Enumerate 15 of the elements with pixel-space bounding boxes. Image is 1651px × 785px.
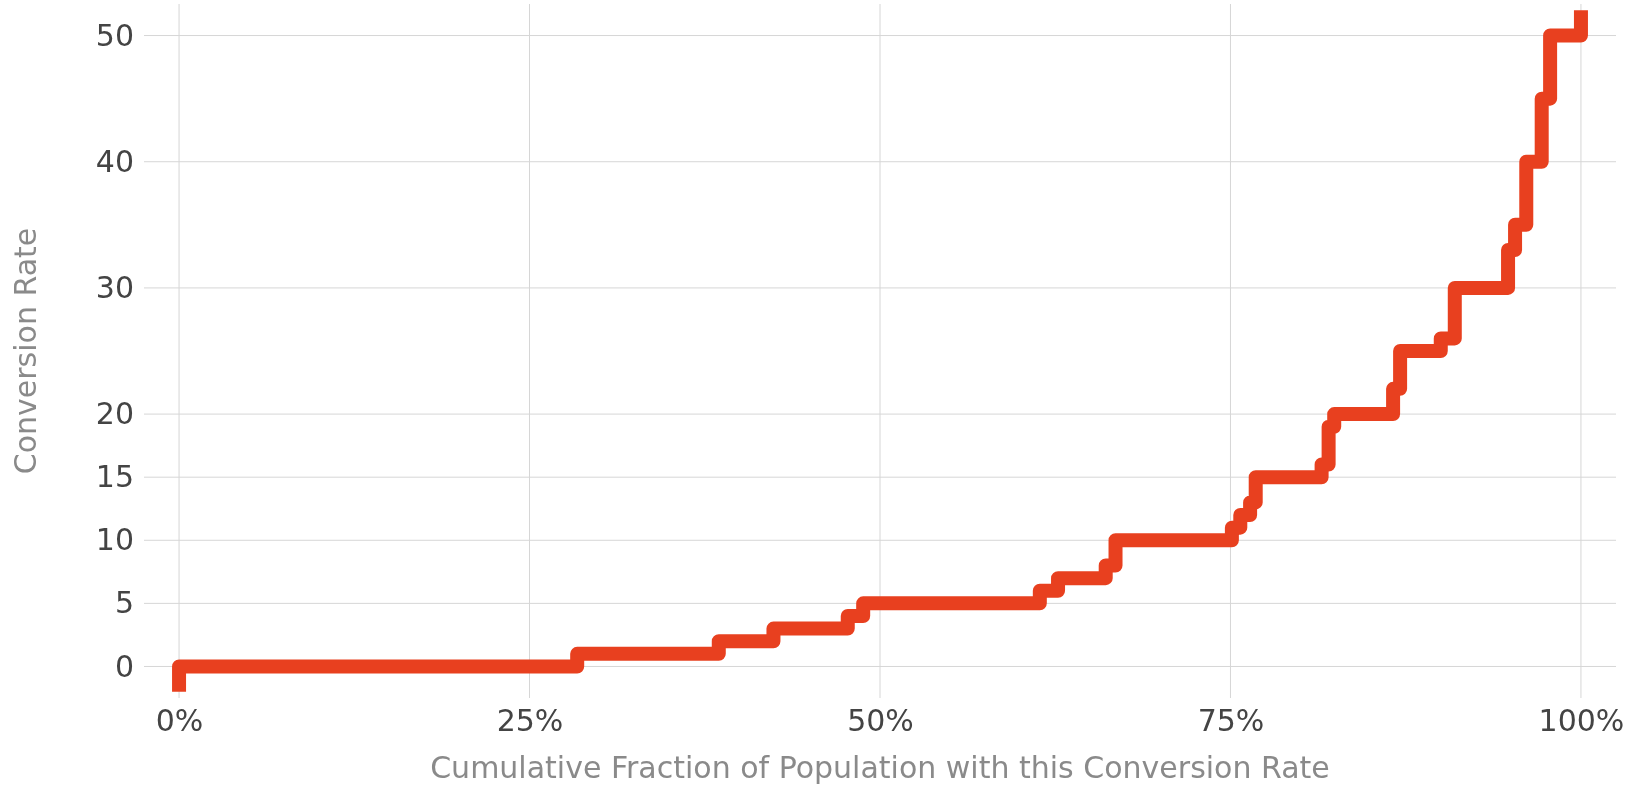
x-axis-title: Cumulative Fraction of Population with this Conversion Rate [430, 750, 1330, 785]
y-tick-label: 15 [95, 459, 134, 495]
x-tick-label: 0% [155, 703, 204, 739]
x-tick-label: 100% [1538, 703, 1625, 739]
y-tick-label: 0 [114, 648, 134, 684]
x-tick-label: 50% [847, 703, 914, 739]
y-tick-label: 40 [95, 143, 134, 179]
y-tick-label: 50 [95, 17, 134, 53]
y-axis-title: Conversion Rate [8, 227, 43, 475]
x-tick-label: 25% [496, 703, 564, 739]
y-tick-label: 30 [95, 270, 134, 306]
y-tick-label: 20 [95, 396, 134, 432]
y-tick-label: 10 [95, 522, 134, 558]
x-tick-label: 75% [1197, 703, 1265, 739]
y-tick-label: 5 [114, 585, 134, 621]
